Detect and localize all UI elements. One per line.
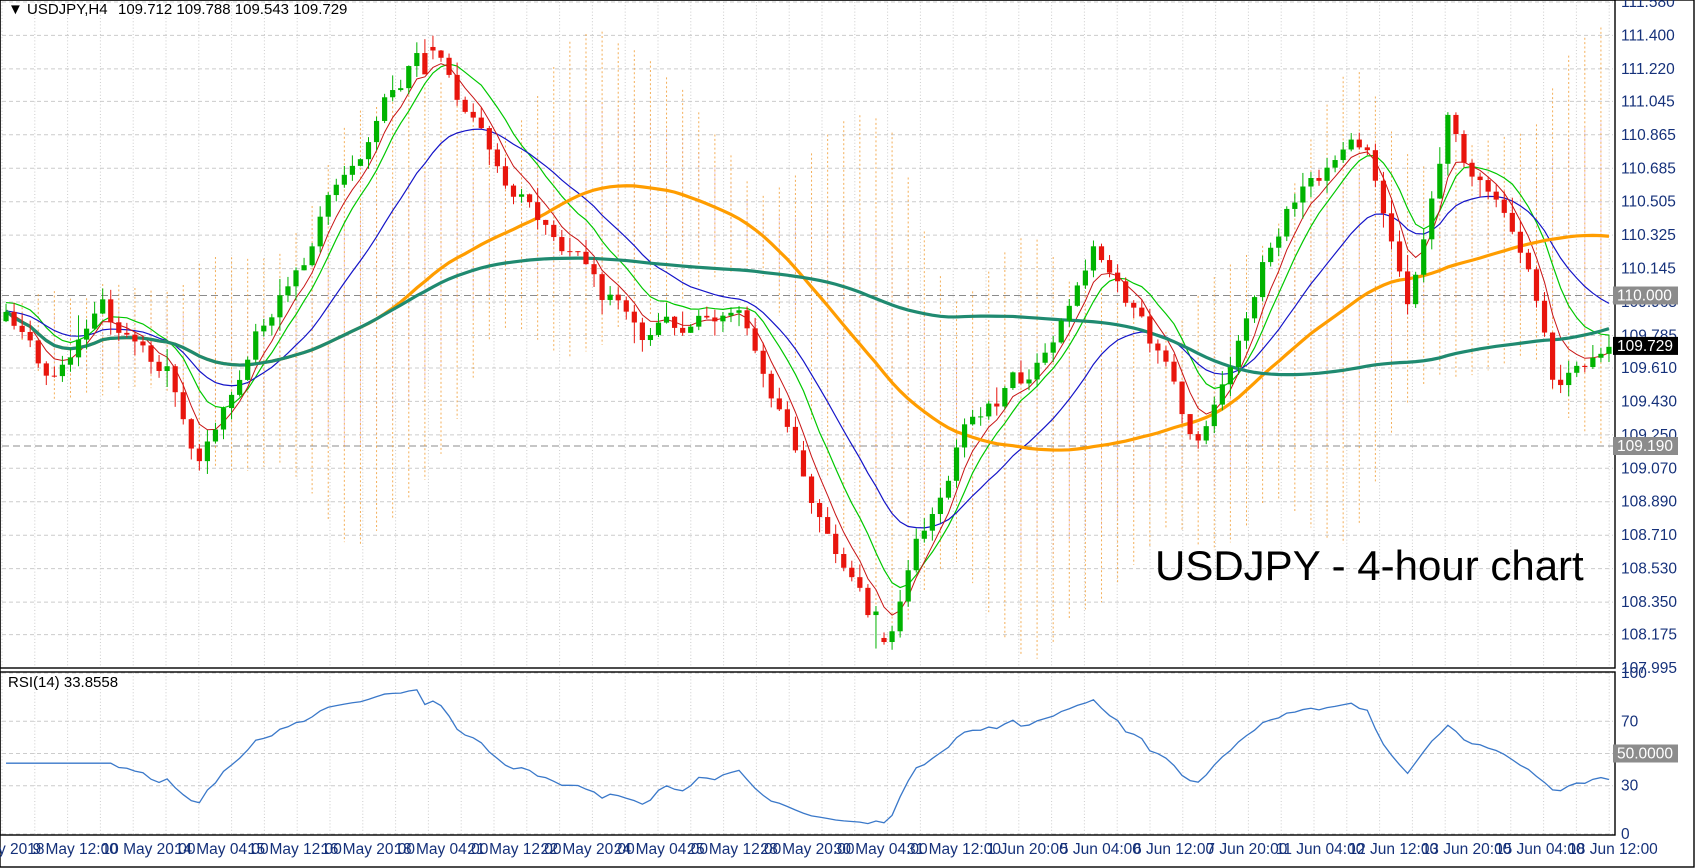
svg-text:109.729: 109.729 — [1617, 338, 1673, 355]
svg-text:108.890: 108.890 — [1621, 494, 1677, 511]
svg-text:111.400: 111.400 — [1621, 27, 1675, 44]
svg-text:108.350: 108.350 — [1621, 594, 1677, 611]
svg-text:109.070: 109.070 — [1621, 460, 1677, 477]
svg-text:110.685: 110.685 — [1621, 160, 1676, 177]
svg-text:111.580: 111.580 — [1621, 0, 1675, 11]
svg-text:30: 30 — [1621, 778, 1639, 795]
svg-text:USDJPY - 4-hour chart: USDJPY - 4-hour chart — [1155, 542, 1584, 589]
svg-text:110.865: 110.865 — [1621, 127, 1676, 144]
svg-text:109.190: 109.190 — [1617, 438, 1673, 455]
svg-text:▼ USDJPY,H4: ▼ USDJPY,H4 — [8, 1, 108, 18]
svg-text:50.0000: 50.0000 — [1617, 746, 1673, 763]
svg-text:108.530: 108.530 — [1621, 561, 1677, 578]
svg-text:109.430: 109.430 — [1621, 393, 1677, 410]
svg-text:109.712 109.788 109.543 109.72: 109.712 109.788 109.543 109.729 — [118, 1, 347, 18]
svg-text:110.505: 110.505 — [1621, 194, 1676, 211]
svg-text:108.175: 108.175 — [1621, 627, 1677, 644]
svg-text:110.325: 110.325 — [1621, 227, 1676, 244]
svg-text:110.000: 110.000 — [1617, 288, 1672, 305]
svg-text:111.045: 111.045 — [1621, 93, 1675, 110]
svg-text:6 Jun 12:00: 6 Jun 12:00 — [1133, 841, 1214, 858]
svg-text:RSI(14) 33.8558: RSI(14) 33.8558 — [8, 674, 118, 691]
svg-text:111.220: 111.220 — [1621, 61, 1675, 78]
svg-text:70: 70 — [1621, 713, 1639, 730]
svg-text:100: 100 — [1621, 665, 1647, 682]
svg-text:109.610: 109.610 — [1621, 360, 1677, 377]
svg-text:110.145: 110.145 — [1621, 261, 1676, 278]
svg-text:5 Jun 04:00: 5 Jun 04:00 — [1060, 841, 1141, 858]
svg-text:108.710: 108.710 — [1621, 527, 1677, 544]
svg-text:18 Jun 12:00: 18 Jun 12:00 — [1568, 841, 1658, 858]
svg-text:1 Jun 20:00: 1 Jun 20:00 — [987, 841, 1068, 858]
